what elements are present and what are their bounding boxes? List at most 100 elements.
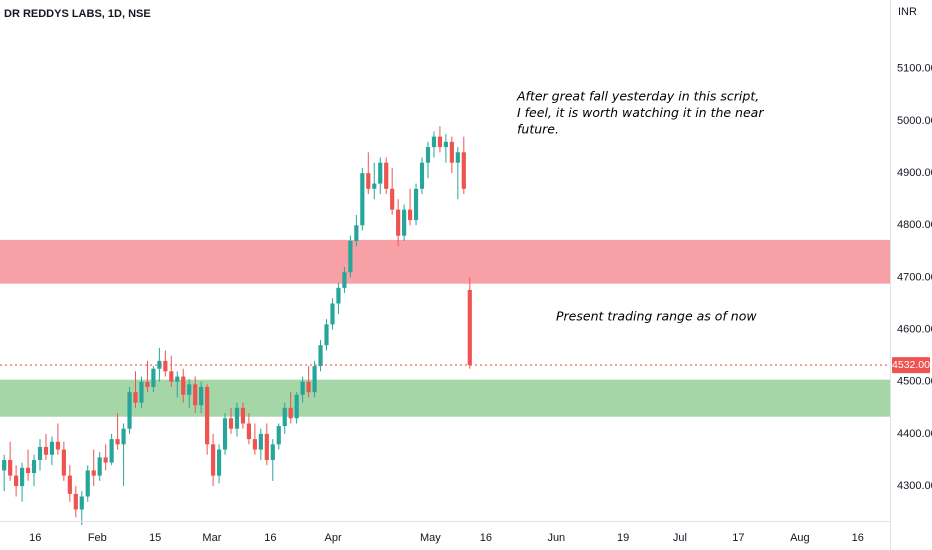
price-zone (0, 239, 890, 284)
candle-body (103, 457, 108, 463)
candle-body (360, 173, 365, 226)
candle-body (342, 272, 347, 288)
candle-body (372, 183, 377, 189)
candle-body (461, 152, 466, 189)
candle-body (211, 444, 216, 476)
candle-body (300, 381, 305, 395)
candle-body (49, 441, 55, 455)
candle-body (157, 360, 162, 369)
candle-body (455, 152, 460, 163)
candle-body (8, 459, 13, 476)
annotation-text: After great fall yesterday in this scrip… (516, 89, 759, 104)
candle-body (437, 136, 443, 148)
x-tick-label: Jul (673, 532, 687, 544)
candle-body (396, 209, 401, 236)
candle-body (193, 384, 198, 406)
y-tick-label: 4600.00 (897, 324, 932, 336)
candle-body (43, 446, 49, 455)
candle-body (234, 407, 240, 429)
x-tick-label: Apr (325, 532, 342, 544)
candle-body (264, 433, 269, 460)
candle-body (91, 470, 96, 476)
candle-body (31, 459, 37, 474)
x-tick-label: Feb (88, 532, 107, 544)
candle-body (312, 366, 317, 393)
candle-body (330, 303, 335, 325)
candle-body (270, 444, 275, 460)
candle-body (425, 147, 431, 163)
candle-body (67, 475, 72, 494)
candle-body (55, 441, 60, 450)
candle-body (378, 162, 383, 184)
x-tick-label: 19 (617, 532, 629, 544)
annotation-text: future. (517, 122, 559, 137)
candle-body (449, 141, 454, 163)
candle-body (222, 418, 228, 450)
candle-body (175, 376, 180, 382)
candle-body (431, 136, 437, 148)
candle-body (318, 345, 323, 367)
candle-body (151, 368, 156, 387)
y-tick-label: 4800.00 (897, 219, 932, 231)
candle-body (133, 392, 138, 403)
x-tick-label: 16 (852, 532, 864, 544)
candle-body (252, 439, 257, 450)
y-tick-label: 5100.00 (897, 63, 932, 75)
x-tick-label: Aug (790, 532, 810, 544)
candle-body (199, 386, 204, 406)
annotation-text: Present trading range as of now (556, 309, 757, 324)
candle-body (79, 496, 84, 510)
x-tick-label: Jun (547, 532, 565, 544)
x-tick-label: 15 (149, 532, 161, 544)
x-tick-label: 16 (29, 532, 41, 544)
x-tick-label: 16 (264, 532, 276, 544)
candle-body (348, 240, 353, 273)
candle-body (61, 449, 66, 476)
last-price-box (892, 357, 930, 374)
candle-body (246, 423, 252, 440)
candle-body (97, 457, 102, 476)
candle-body (282, 407, 287, 427)
candle-body (181, 376, 186, 395)
candle-body (419, 162, 425, 189)
x-tick-label: 16 (480, 532, 492, 544)
candle-body (37, 446, 43, 460)
candle-body (19, 467, 25, 487)
candle-body (467, 289, 472, 366)
candle-body (336, 287, 341, 304)
y-tick-label: 4400.00 (897, 428, 932, 440)
candle-body (216, 449, 222, 476)
y-tick-label: 4500.00 (897, 376, 932, 388)
candle-body (163, 360, 168, 372)
x-tick-label: 17 (732, 532, 744, 544)
candle-body (85, 470, 90, 497)
candle-body (413, 188, 419, 221)
candle-body (228, 418, 234, 429)
candle-body (384, 162, 389, 189)
y-tick-label: 4700.00 (897, 271, 932, 283)
candle-body (407, 209, 413, 221)
plot-area (2, 126, 472, 526)
candle-body (240, 407, 246, 424)
candle-body (14, 475, 19, 487)
candle-body (127, 392, 132, 429)
currency-label: INR (898, 6, 917, 18)
candle-body (276, 426, 281, 445)
candle-body (109, 439, 114, 463)
candle-body (294, 394, 299, 419)
candle-body (139, 381, 144, 403)
candle-body (288, 407, 293, 419)
candle-body (258, 433, 263, 450)
candle-body (402, 209, 407, 236)
y-tick-label: 5000.00 (897, 115, 932, 127)
candle-body (354, 225, 359, 241)
candle-body (115, 439, 120, 445)
y-tick-label: 4900.00 (897, 167, 932, 179)
candle-body (205, 386, 210, 445)
last-price-label: 4532.00 (892, 359, 930, 371)
chart-title: DR REDDYS LABS, 1D, NSE (4, 8, 151, 20)
candle-body (306, 381, 311, 393)
y-tick-label: 4300.00 (897, 480, 932, 492)
candle-body (121, 428, 126, 445)
